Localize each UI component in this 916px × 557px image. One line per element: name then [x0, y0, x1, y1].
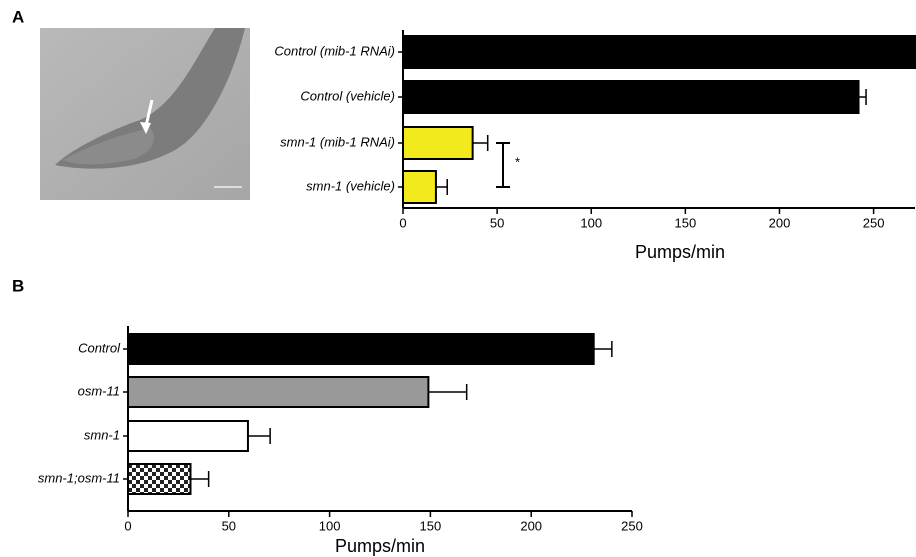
- x-axis-title: Pumps/min: [635, 242, 725, 262]
- bar-chart: B Control osm-11 smn-1 smn-1;osm-11 0 50 100 150…: [12, 276, 643, 555]
- x-tick-label: 50: [222, 518, 236, 533]
- x-tick-label: 100: [319, 518, 341, 533]
- x-tick-label: 150: [675, 215, 697, 230]
- category-label: smn-1: [84, 427, 120, 442]
- x-tick-label: 0: [124, 518, 131, 533]
- x-axis-title: Pumps/min: [335, 536, 425, 556]
- category-label: smn-1 (vehicle): [306, 178, 395, 193]
- significance-label: *: [515, 154, 520, 169]
- category-label: Control (vehicle): [300, 88, 395, 103]
- category-label: smn-1 (mib-1 RNAi): [280, 134, 395, 149]
- bars: [403, 35, 916, 204]
- panel-label: B: [12, 276, 24, 295]
- error-bar: [593, 341, 613, 357]
- bar: [127, 333, 595, 365]
- bars: [127, 333, 595, 495]
- category-label: smn-1;osm-11: [38, 470, 120, 485]
- error-bar: [190, 471, 210, 487]
- x-tick-label: 100: [580, 215, 602, 230]
- x-tick-label: 250: [863, 215, 885, 230]
- panel-label: A: [12, 7, 24, 26]
- x-tick-label: 0: [399, 215, 406, 230]
- x-tick-label: 200: [520, 518, 542, 533]
- category-label: Control: [78, 340, 121, 355]
- x-tick-label: 250: [621, 518, 643, 533]
- bar: [403, 170, 437, 204]
- category-label: Control (mib-1 RNAi): [274, 43, 395, 58]
- bar: [127, 420, 249, 452]
- bar-chart: A Control (mib-1 RNAi) Control (vehicle) sm…: [12, 7, 916, 262]
- x-tick-label: 150: [420, 518, 442, 533]
- error-bar: [472, 135, 489, 151]
- error-bar: [435, 179, 448, 195]
- category-label: osm-11: [78, 383, 120, 398]
- bar: [403, 80, 860, 114]
- error-bar: [428, 384, 468, 400]
- error-bar: [247, 428, 271, 444]
- bar: [127, 376, 430, 408]
- x-tick-label: 200: [769, 215, 791, 230]
- bar: [403, 35, 916, 69]
- x-tick-label: 50: [490, 215, 504, 230]
- micrograph: [40, 28, 250, 200]
- significance-bracket: [496, 142, 510, 188]
- bar: [403, 126, 474, 160]
- bar: [127, 463, 192, 495]
- error-bar: [858, 89, 867, 105]
